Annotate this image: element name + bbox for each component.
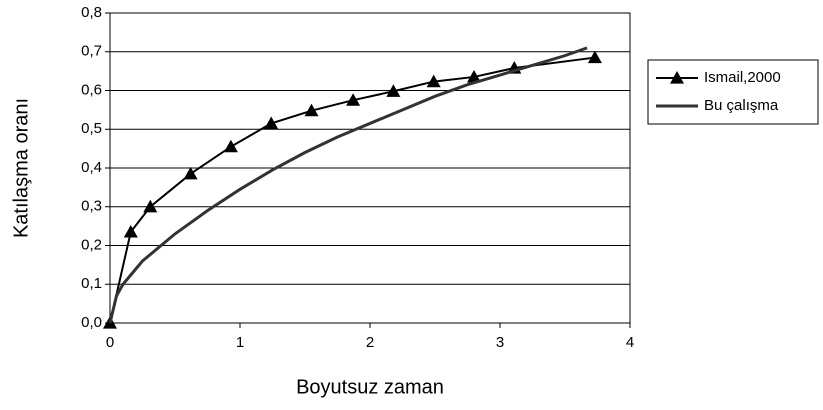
x-tick-label: 1: [236, 334, 244, 351]
y-tick-label: 0,3: [81, 198, 102, 215]
y-tick-label: 0,0: [81, 314, 102, 331]
series-marker: [467, 69, 481, 83]
x-tick-label: 3: [496, 334, 504, 351]
y-tick-label: 0,6: [81, 81, 102, 98]
x-tick-label: 0: [106, 334, 114, 351]
series-marker: [304, 103, 319, 117]
series-marker: [426, 74, 441, 88]
series-marker: [223, 139, 238, 153]
series-marker: [123, 224, 138, 238]
series-marker: [386, 84, 401, 97]
legend-box: [647, 59, 819, 125]
y-tick-label: 0,1: [81, 275, 102, 292]
legend-label: Bu çalışma: [704, 97, 779, 114]
series-marker: [143, 199, 158, 213]
y-tick-label: 0,5: [81, 120, 102, 137]
x-tick-label: 2: [366, 334, 374, 351]
series-marker: [183, 166, 198, 180]
series-marker: [587, 50, 602, 64]
legend-label: Ismail,2000: [704, 69, 781, 86]
plot-frame: [109, 12, 631, 324]
series-marker: [264, 116, 279, 130]
x-axis-label: Boyutsuz zaman: [296, 376, 444, 398]
y-tick-label: 0,8: [81, 4, 102, 21]
series-line: [108, 46, 588, 324]
x-tick-label: 4: [626, 334, 634, 351]
y-tick-label: 0,2: [81, 236, 102, 253]
series-marker: [346, 93, 361, 106]
y-tick-label: 0,4: [81, 159, 102, 176]
legend-marker: [670, 71, 684, 84]
y-tick-label: 0,7: [81, 43, 102, 60]
y-axis-label: Katılaşma oranı: [10, 98, 32, 238]
